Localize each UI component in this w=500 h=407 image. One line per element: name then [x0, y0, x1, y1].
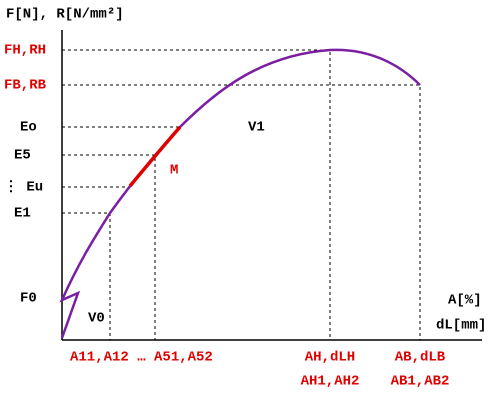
x-label: AB1,AB2 [391, 374, 450, 390]
y-label: Eo [20, 120, 37, 136]
y-label: E1 [14, 206, 31, 222]
curve-segment-m [128, 125, 182, 188]
guide-fh [62, 49, 331, 340]
region-label: V1 [248, 120, 265, 136]
region-label: M [170, 163, 178, 179]
x-label: AH,dLH [305, 350, 355, 366]
guide-e5 [62, 154, 156, 340]
guide-fb [62, 84, 421, 340]
x-label: A11,A12 … A51,A52 [70, 350, 213, 366]
y-label: FB,RB [4, 78, 47, 94]
y-label: ⋮ Eu [4, 180, 43, 196]
x-label: AH1,AH2 [301, 374, 360, 390]
curve [59, 48, 421, 339]
x-label: AB,dLB [395, 350, 446, 366]
x-axis-title: A[%] [448, 293, 482, 309]
region-label: V0 [88, 311, 105, 327]
y-label: F0 [20, 291, 37, 307]
y-label: FH,RH [4, 43, 46, 59]
y-label: E5 [14, 148, 31, 164]
x-axis-title: dL[mm] [436, 318, 486, 334]
y-axis-title: F[N], R[N/mm²] [6, 7, 124, 23]
